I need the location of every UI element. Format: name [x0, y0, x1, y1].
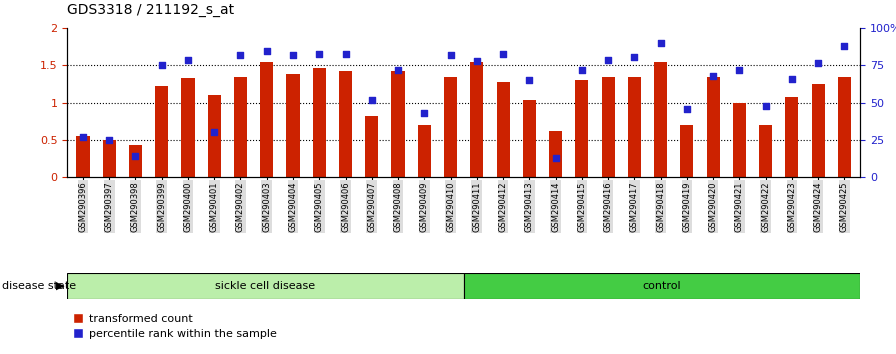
Point: [785, 76, 799, 82]
Point: [312, 51, 326, 56]
Point: [76, 134, 90, 140]
Bar: [234, 77, 247, 177]
Point: [260, 48, 274, 53]
Point: [627, 54, 642, 59]
Bar: [103, 140, 116, 177]
Bar: [707, 77, 719, 177]
Bar: [470, 62, 483, 177]
Point: [574, 67, 589, 73]
Text: ▶: ▶: [56, 281, 64, 291]
Point: [548, 155, 563, 160]
Point: [811, 60, 825, 65]
Bar: [76, 136, 90, 177]
Bar: [654, 62, 668, 177]
Bar: [155, 86, 168, 177]
Point: [418, 110, 432, 116]
Point: [339, 51, 353, 56]
Bar: [287, 74, 299, 177]
Bar: [260, 62, 273, 177]
Text: disease state: disease state: [2, 281, 76, 291]
Bar: [575, 80, 589, 177]
Point: [601, 57, 616, 62]
Bar: [444, 77, 457, 177]
Bar: [181, 78, 194, 177]
Bar: [759, 125, 772, 177]
Point: [706, 73, 720, 79]
Point: [522, 78, 537, 83]
Text: control: control: [642, 281, 681, 291]
Point: [444, 52, 458, 58]
Legend: transformed count, percentile rank within the sample: transformed count, percentile rank withi…: [73, 314, 277, 339]
Bar: [208, 95, 220, 177]
Bar: [812, 84, 824, 177]
Bar: [549, 131, 562, 177]
Bar: [680, 125, 694, 177]
Point: [233, 52, 247, 58]
Bar: [838, 77, 851, 177]
Bar: [496, 82, 510, 177]
Point: [207, 130, 221, 135]
Text: GDS3318 / 211192_s_at: GDS3318 / 211192_s_at: [67, 3, 235, 17]
Point: [732, 67, 746, 73]
Bar: [733, 103, 746, 177]
Point: [680, 106, 694, 112]
Bar: [366, 116, 378, 177]
Bar: [464, 273, 860, 299]
Bar: [129, 145, 142, 177]
Point: [759, 103, 773, 108]
Point: [391, 67, 405, 73]
Point: [470, 58, 484, 64]
Point: [154, 63, 168, 68]
Point: [837, 43, 851, 49]
Text: sickle cell disease: sickle cell disease: [215, 281, 315, 291]
Bar: [628, 77, 641, 177]
Point: [286, 52, 300, 58]
Point: [653, 40, 668, 46]
Point: [365, 97, 379, 103]
Bar: [313, 68, 326, 177]
Bar: [67, 273, 464, 299]
Point: [102, 137, 116, 143]
Point: [495, 51, 510, 56]
Bar: [418, 125, 431, 177]
Point: [128, 153, 142, 159]
Bar: [392, 72, 405, 177]
Bar: [785, 97, 798, 177]
Bar: [601, 77, 615, 177]
Bar: [522, 100, 536, 177]
Point: [181, 57, 195, 62]
Bar: [339, 72, 352, 177]
